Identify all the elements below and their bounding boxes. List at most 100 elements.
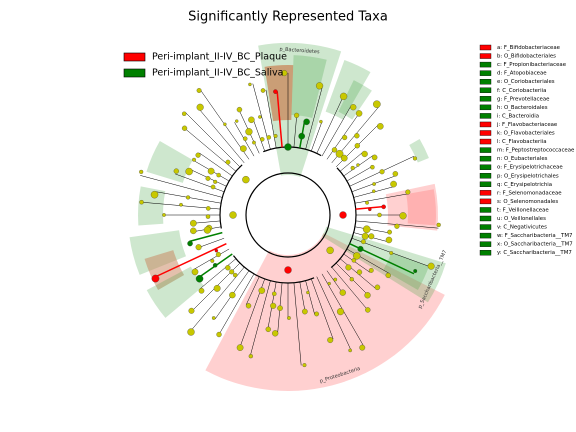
key-swatch — [479, 232, 492, 239]
taxon-node — [215, 251, 221, 258]
branch — [316, 96, 344, 154]
taxon-node — [340, 154, 348, 162]
taxon-node — [350, 104, 357, 111]
key-label: x: O_Saccharibacteria__TM7 — [497, 242, 573, 248]
clade-shade — [406, 189, 436, 226]
taxon-node — [187, 240, 193, 247]
taxon-node — [361, 239, 366, 245]
taxon-node — [245, 128, 253, 136]
taxon-node — [349, 277, 354, 282]
taxon-node — [248, 82, 252, 87]
taxon-node — [303, 118, 310, 126]
branch — [140, 175, 223, 198]
taxon-node — [272, 330, 279, 337]
taxon-node — [284, 143, 292, 151]
key-swatch — [479, 155, 492, 162]
key-swatch — [479, 241, 492, 247]
branch — [175, 173, 225, 192]
key-label: d: F_Atopobiaceae — [497, 71, 547, 77]
key-swatch — [479, 121, 492, 128]
legend-swatch — [123, 68, 146, 78]
taxon-node — [302, 308, 308, 315]
taxon-node — [229, 269, 235, 275]
key-label: a: F_Bifidobacteriaceae — [497, 45, 561, 51]
key-swatch — [479, 207, 492, 213]
taxon-node — [345, 264, 352, 271]
key-swatch — [479, 181, 492, 188]
taxon-node — [394, 223, 400, 229]
taxon-node — [216, 331, 222, 338]
taxon-node — [277, 305, 283, 311]
title: Significantly Represented Taxa — [188, 10, 388, 25]
legend-swatch — [123, 52, 146, 62]
branch — [346, 166, 373, 182]
taxon-node — [266, 135, 271, 140]
taxon-node — [248, 354, 253, 359]
branch — [305, 280, 315, 315]
taxon-node — [413, 269, 418, 273]
taxon-node — [392, 171, 399, 177]
taxon-node — [195, 274, 204, 283]
clade-shade — [205, 233, 445, 392]
key-swatch — [479, 104, 492, 111]
taxon-node — [190, 219, 197, 227]
taxon-node — [139, 169, 144, 174]
key-swatch — [479, 61, 492, 68]
key-label: e: O_Coriobacteriales — [497, 79, 555, 85]
taxon-node — [182, 111, 187, 116]
taxon-node — [357, 245, 364, 252]
taxon-node — [233, 272, 238, 278]
taxon-node — [210, 258, 215, 263]
taxon-node — [190, 227, 197, 235]
taxon-node — [151, 274, 160, 283]
branch — [245, 276, 260, 305]
taxon-node — [368, 233, 375, 240]
taxon-node — [342, 134, 348, 141]
taxon-node — [377, 212, 382, 218]
legend-label: Peri-implant_II-IV_BC_Plaque — [152, 52, 287, 63]
key-swatch — [479, 44, 492, 51]
key-swatch — [479, 138, 492, 145]
clade-shade — [325, 59, 371, 120]
taxon-node — [205, 214, 211, 219]
taxon-node — [229, 291, 236, 299]
taxon-node — [355, 110, 363, 117]
taxon-node — [198, 287, 205, 294]
taxon-node — [211, 316, 216, 320]
branch — [265, 89, 277, 149]
key-label: w: F_Saccharibacteria__TM7 — [497, 233, 572, 239]
key-label: f: C_Coriobacteriia — [497, 88, 546, 94]
taxon-node — [195, 152, 201, 158]
taxon-node — [381, 204, 386, 210]
key-label: c: F_Propionibacteriaceae — [497, 62, 567, 68]
branch — [339, 151, 364, 172]
taxon-node — [326, 246, 334, 255]
key-swatch — [479, 78, 492, 85]
key-label: t: F_Veillonellaceae — [497, 207, 549, 213]
branch — [305, 86, 323, 150]
branch — [311, 278, 334, 340]
clade-shade — [129, 230, 187, 275]
key-swatch — [479, 249, 492, 256]
taxon-node — [185, 195, 191, 200]
taxon-node — [258, 115, 262, 119]
key-label: n: O_Eubacteriales — [497, 156, 548, 162]
taxon-node — [173, 168, 179, 174]
branch — [190, 266, 245, 332]
taxon-node — [273, 134, 278, 138]
taxon-node — [245, 303, 252, 309]
taxon-node — [294, 112, 300, 118]
taxon-node — [205, 206, 211, 211]
taxon-node — [235, 119, 239, 123]
taxon-node — [281, 70, 288, 77]
taxon-node — [195, 244, 202, 251]
taxon-node — [371, 154, 378, 161]
taxon-node — [354, 133, 360, 139]
taxon-node — [212, 263, 218, 268]
taxon-node — [240, 145, 247, 152]
taxon-node — [242, 175, 250, 184]
branch — [185, 112, 241, 168]
taxon-node — [327, 337, 334, 344]
taxon-node — [203, 226, 211, 234]
